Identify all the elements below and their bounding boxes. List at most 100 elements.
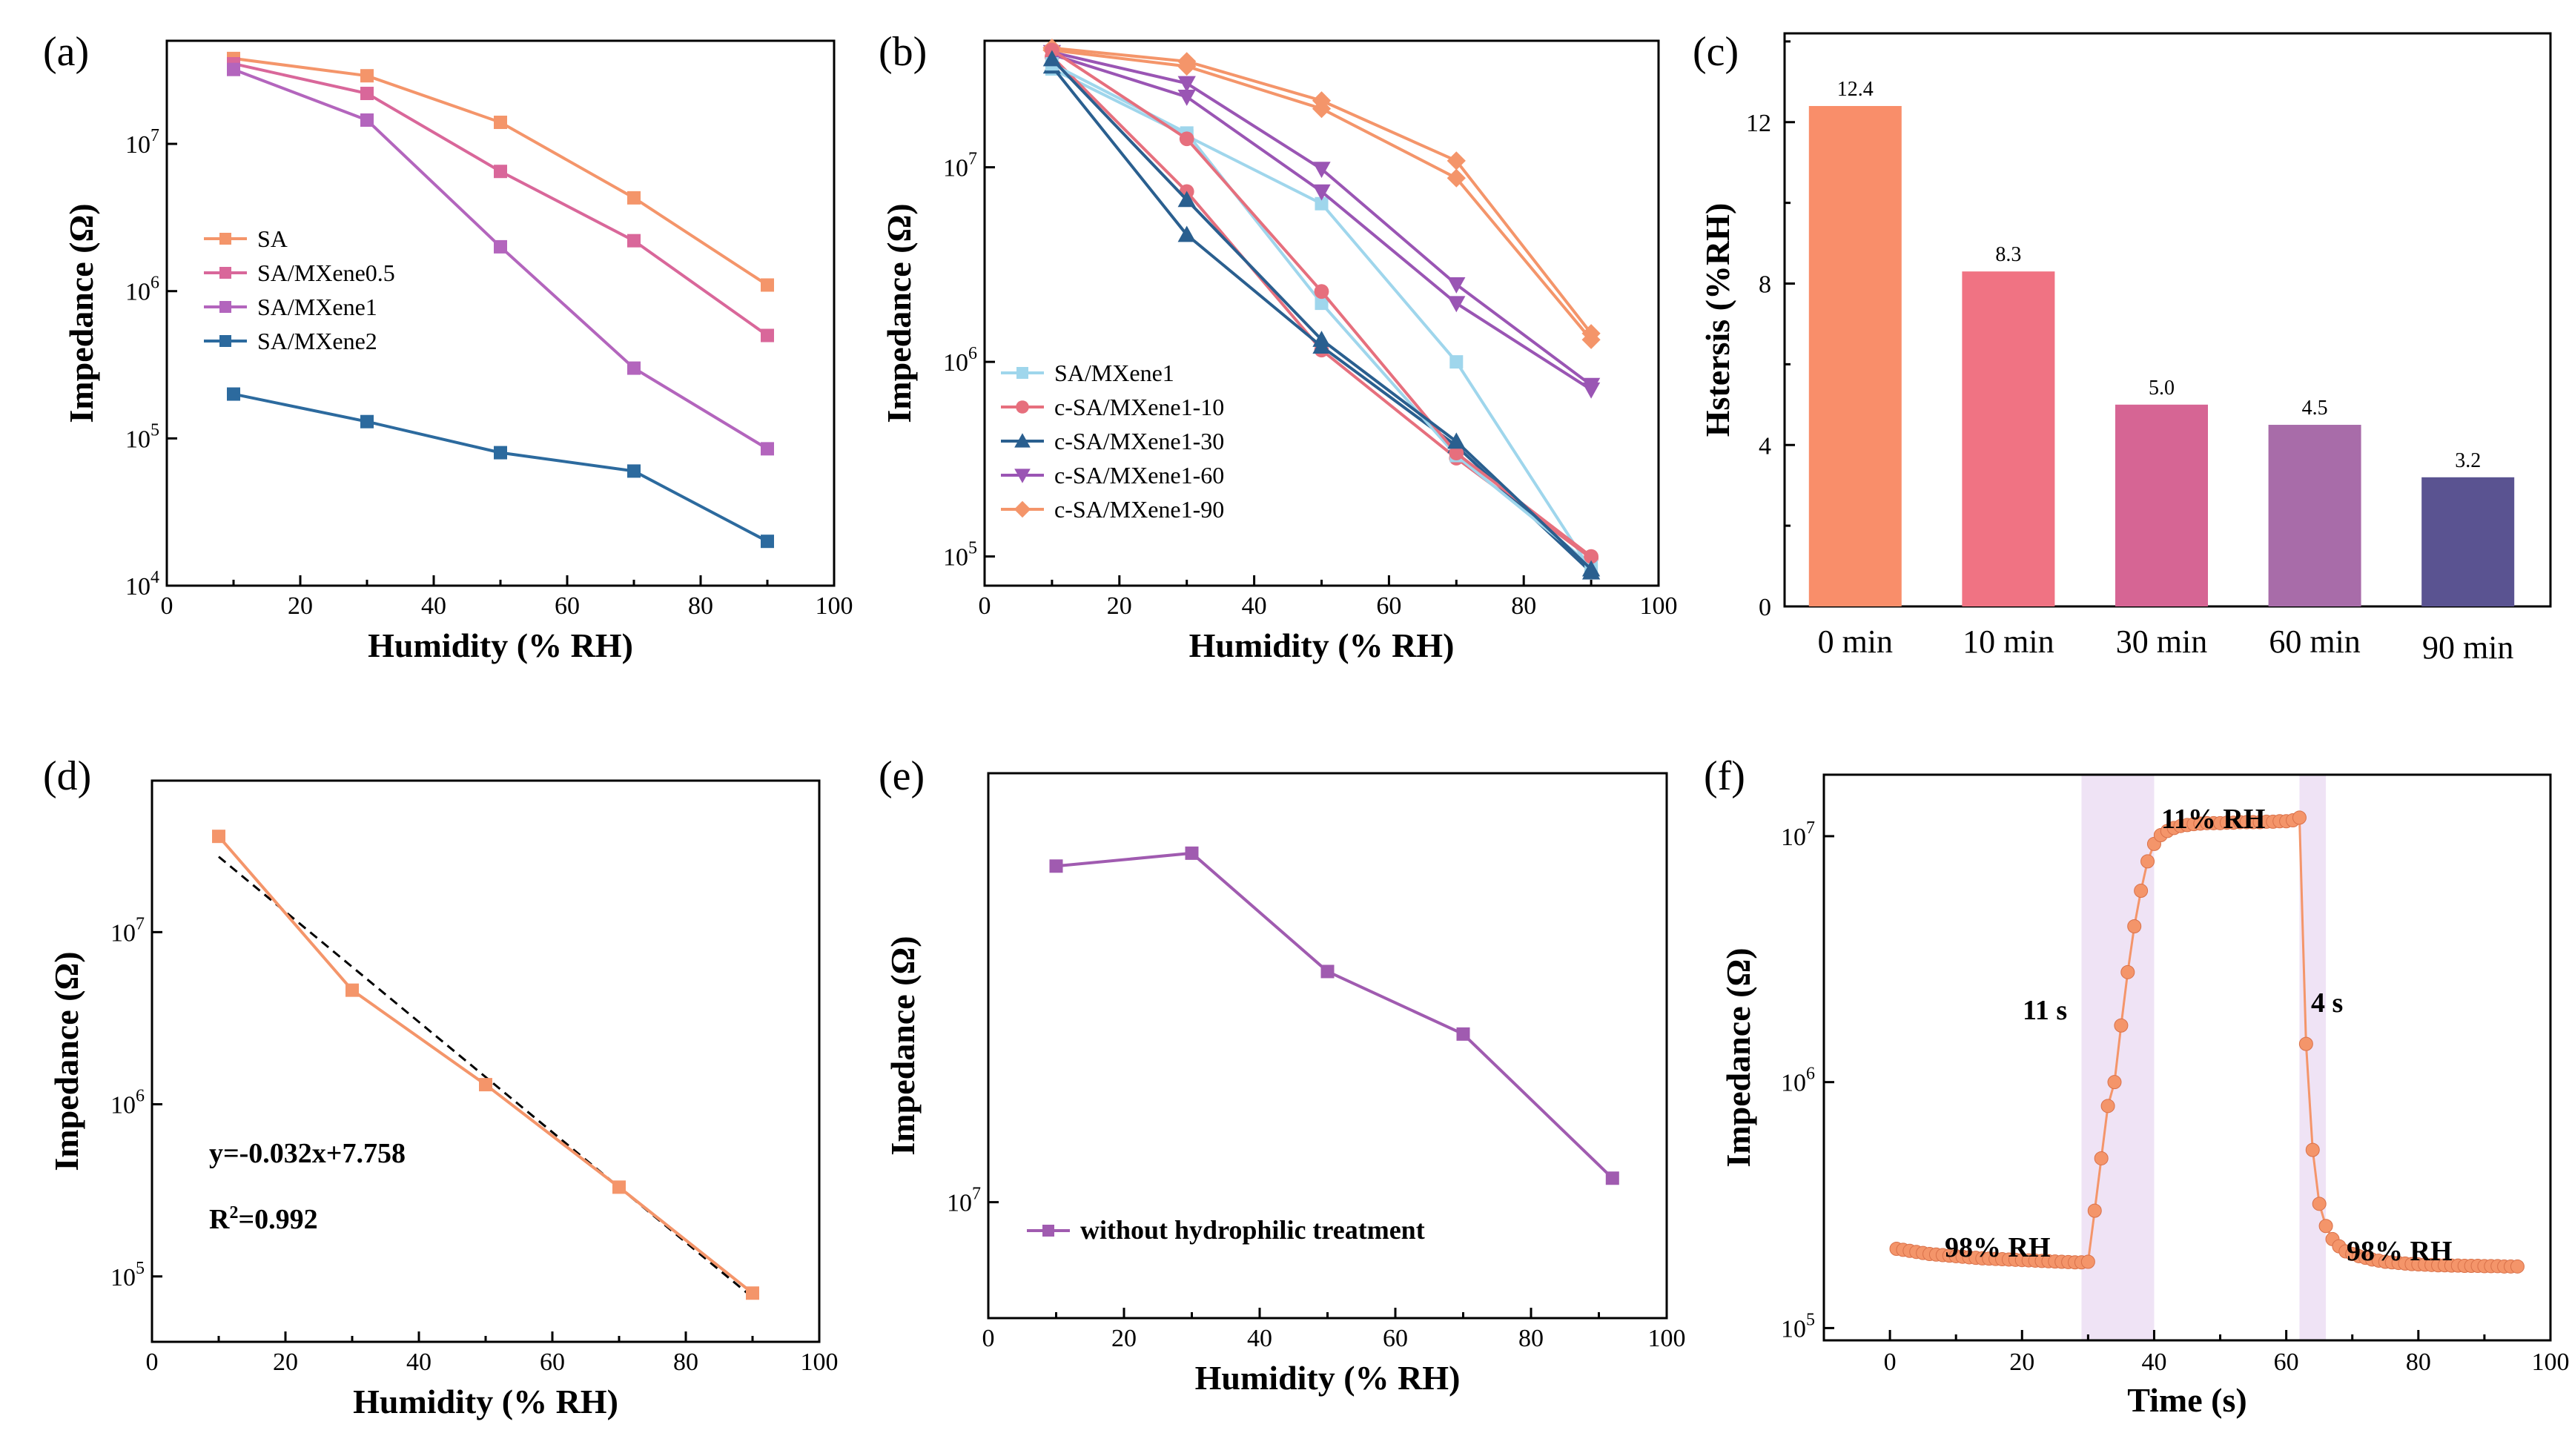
data-point-s8-3 [1449, 446, 1464, 461]
legend-marker-2 [219, 301, 231, 313]
y-tick-label: 106 [943, 344, 977, 377]
data-point-s0-4 [746, 1286, 759, 1300]
x-tick-label: 100 [1648, 1325, 1686, 1352]
y-tick-label-base: 10 [110, 919, 136, 947]
data-point-s0-4 [1605, 1171, 1619, 1185]
data-point-s0-2 [1315, 196, 1329, 211]
legend-label-3: c-SA/MXene1-60 [1054, 462, 1224, 489]
x-tick-label: 80 [2406, 1349, 2431, 1376]
panel-label: (f) [1704, 753, 1745, 799]
y-tick-label-base: 10 [125, 279, 151, 306]
y-tick-label-exp: 7 [151, 126, 159, 145]
annotation-4: 98% RH [2347, 1236, 2453, 1267]
x-tick-label: 100 [801, 1349, 839, 1376]
category-label-0: 0 min [1818, 623, 1893, 660]
legend-marker-0 [219, 233, 231, 245]
legend-label-0: SA [257, 225, 288, 252]
data-point-s4-3 [1446, 168, 1466, 188]
data-point-s2-1 [1177, 225, 1196, 242]
data-point-s9-4 [1581, 560, 1601, 577]
data-point-s0-4 [761, 278, 774, 292]
y-tick-label-exp: 6 [1806, 1065, 1815, 1084]
data-point-s2-1 [360, 113, 374, 127]
y-axis-label: Hstersis (%RH) [1699, 203, 1736, 437]
data-point-s3-3 [627, 464, 641, 478]
y-tick-label-exp: 7 [968, 150, 977, 169]
legend-label-2: c-SA/MXene1-30 [1054, 428, 1224, 454]
legend-label-4: c-SA/MXene1-90 [1054, 496, 1224, 523]
bar-value-label-0: 12.4 [1837, 78, 1874, 101]
y-tick-label: 107 [125, 126, 159, 159]
y-tick-label-base: 10 [1781, 1315, 1806, 1343]
x-tick-label: 100 [816, 592, 853, 620]
x-axis-label: Humidity (% RH) [1195, 1359, 1461, 1397]
legend-marker-2 [1014, 433, 1031, 448]
y-tick-label-exp: 6 [968, 344, 977, 363]
legend-marker-3 [219, 335, 231, 347]
plot-frame [151, 779, 821, 1343]
y-tick-label: 0 [1759, 594, 1771, 621]
fit-equation: y=-0.032x+7.758 [209, 1138, 406, 1169]
data-point-63 [2305, 1142, 2320, 1157]
bar-value-label-2: 5.0 [2149, 377, 2175, 400]
data-point-29 [2080, 1254, 2095, 1269]
r-squared-base: R [209, 1204, 230, 1235]
x-tick-label: 0 [979, 592, 991, 620]
x-tick-label: 20 [1111, 1325, 1137, 1352]
x-tick-label: 0 [161, 592, 173, 620]
category-label-2: 30 min [2116, 623, 2207, 660]
bar-value-label-1: 8.3 [1995, 243, 2021, 266]
data-point-33 [2107, 1075, 2122, 1090]
data-point-s1-3 [627, 234, 641, 248]
data-point-s2-4 [761, 442, 774, 456]
y-axis-label: Impedance (Ω) [62, 203, 100, 423]
data-point-64 [2312, 1197, 2327, 1211]
data-point-s3-2 [494, 446, 507, 460]
data-point-65 [2318, 1219, 2333, 1234]
panel-e-without-hydrophilic: 0 20 40 60 80 100 107 Humidity (% RH) Impedance … [879, 753, 1686, 1397]
r-squared: R2=0.992 [209, 1203, 318, 1235]
legend-label-1: c-SA/MXene1-10 [1054, 394, 1224, 420]
x-tick-label: 20 [2009, 1349, 2034, 1376]
y-tick-label-base: 10 [110, 1264, 136, 1291]
data-point-37 [2134, 884, 2149, 899]
data-point-30 [2087, 1203, 2102, 1218]
legend-marker-1 [219, 267, 231, 279]
bar-3 [2268, 425, 2361, 606]
data-point-s2-0 [227, 62, 240, 76]
x-tick-label: 60 [2274, 1349, 2299, 1376]
y-tick-label: 107 [110, 914, 145, 947]
x-tick-label: 80 [688, 592, 713, 620]
data-point-s8-4 [1584, 549, 1599, 564]
data-point-s9-3 [1447, 432, 1466, 449]
data-point-31 [2094, 1151, 2109, 1165]
bar-1 [1962, 271, 2055, 606]
y-tick-label: 104 [125, 568, 159, 600]
x-tick-label: 80 [1511, 592, 1536, 620]
y-tick-label-exp: 6 [136, 1087, 145, 1106]
data-point-s2-2 [494, 239, 507, 254]
data-point-s0-2 [479, 1078, 492, 1092]
annotation-1: 11 s [2023, 995, 2067, 1026]
y-tick-label-exp: 6 [151, 274, 159, 293]
series-line-0 [1896, 815, 2518, 1268]
data-point-s7-2 [1315, 297, 1329, 311]
bar-0 [1808, 105, 1902, 607]
data-point-32 [2100, 1099, 2115, 1113]
data-point-s0-2 [1320, 964, 1335, 979]
data-point-s6-3 [1446, 151, 1466, 171]
y-tick-label: 107 [1781, 818, 1815, 851]
data-point-s1-2 [494, 165, 507, 179]
plot-frame [1822, 773, 2552, 1342]
x-tick-label: 0 [982, 1325, 995, 1352]
y-tick-label-exp: 7 [136, 914, 145, 933]
data-point-34 [2114, 1018, 2129, 1033]
bar-4 [2421, 477, 2515, 606]
data-point-s0-1 [1185, 846, 1199, 860]
y-tick-label-exp: 7 [972, 1185, 981, 1204]
data-point-s5-2 [1312, 162, 1331, 179]
y-tick-label-base: 10 [1781, 824, 1806, 851]
y-tick-label: 12 [1746, 110, 1771, 137]
